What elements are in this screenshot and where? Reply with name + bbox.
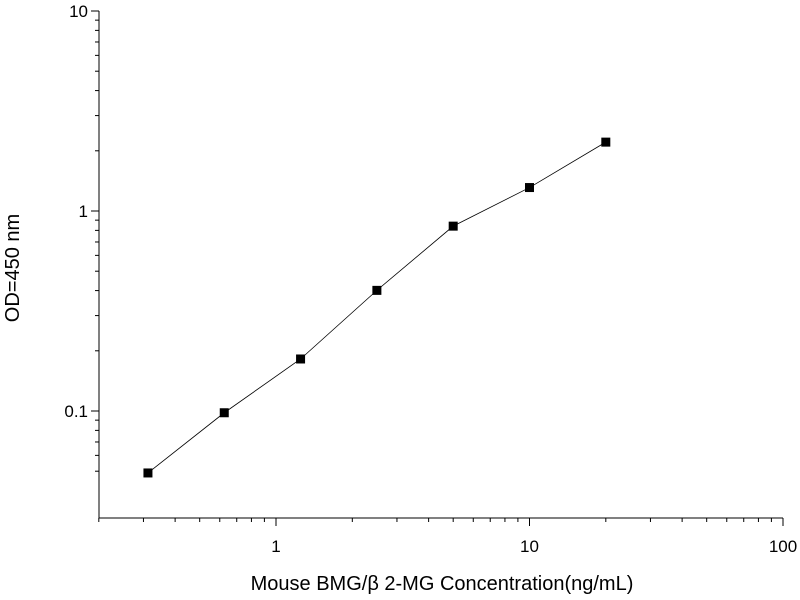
series-line	[147, 141, 607, 474]
data-point	[219, 408, 229, 418]
x-axis-title: Mouse BMG/β 2-MG Concentration(ng/mL)	[251, 573, 634, 595]
data-point	[143, 468, 153, 478]
y-tick-label: 1	[79, 202, 88, 221]
data-point	[448, 221, 458, 231]
data-point	[296, 354, 306, 364]
data-point	[601, 137, 611, 147]
axes: 1 10 100 0.1 1 10	[64, 2, 797, 556]
x-tick-label: 100	[769, 537, 797, 556]
data-point	[525, 183, 534, 193]
data-series	[143, 137, 611, 478]
data-point	[372, 285, 382, 295]
y-axis-title: OD=450 nm	[2, 214, 24, 322]
y-tick-label: 10	[69, 2, 88, 21]
y-tick-label: 0.1	[64, 402, 88, 421]
x-tick-label: 10	[520, 537, 539, 556]
x-tick-label: 1	[271, 537, 280, 556]
